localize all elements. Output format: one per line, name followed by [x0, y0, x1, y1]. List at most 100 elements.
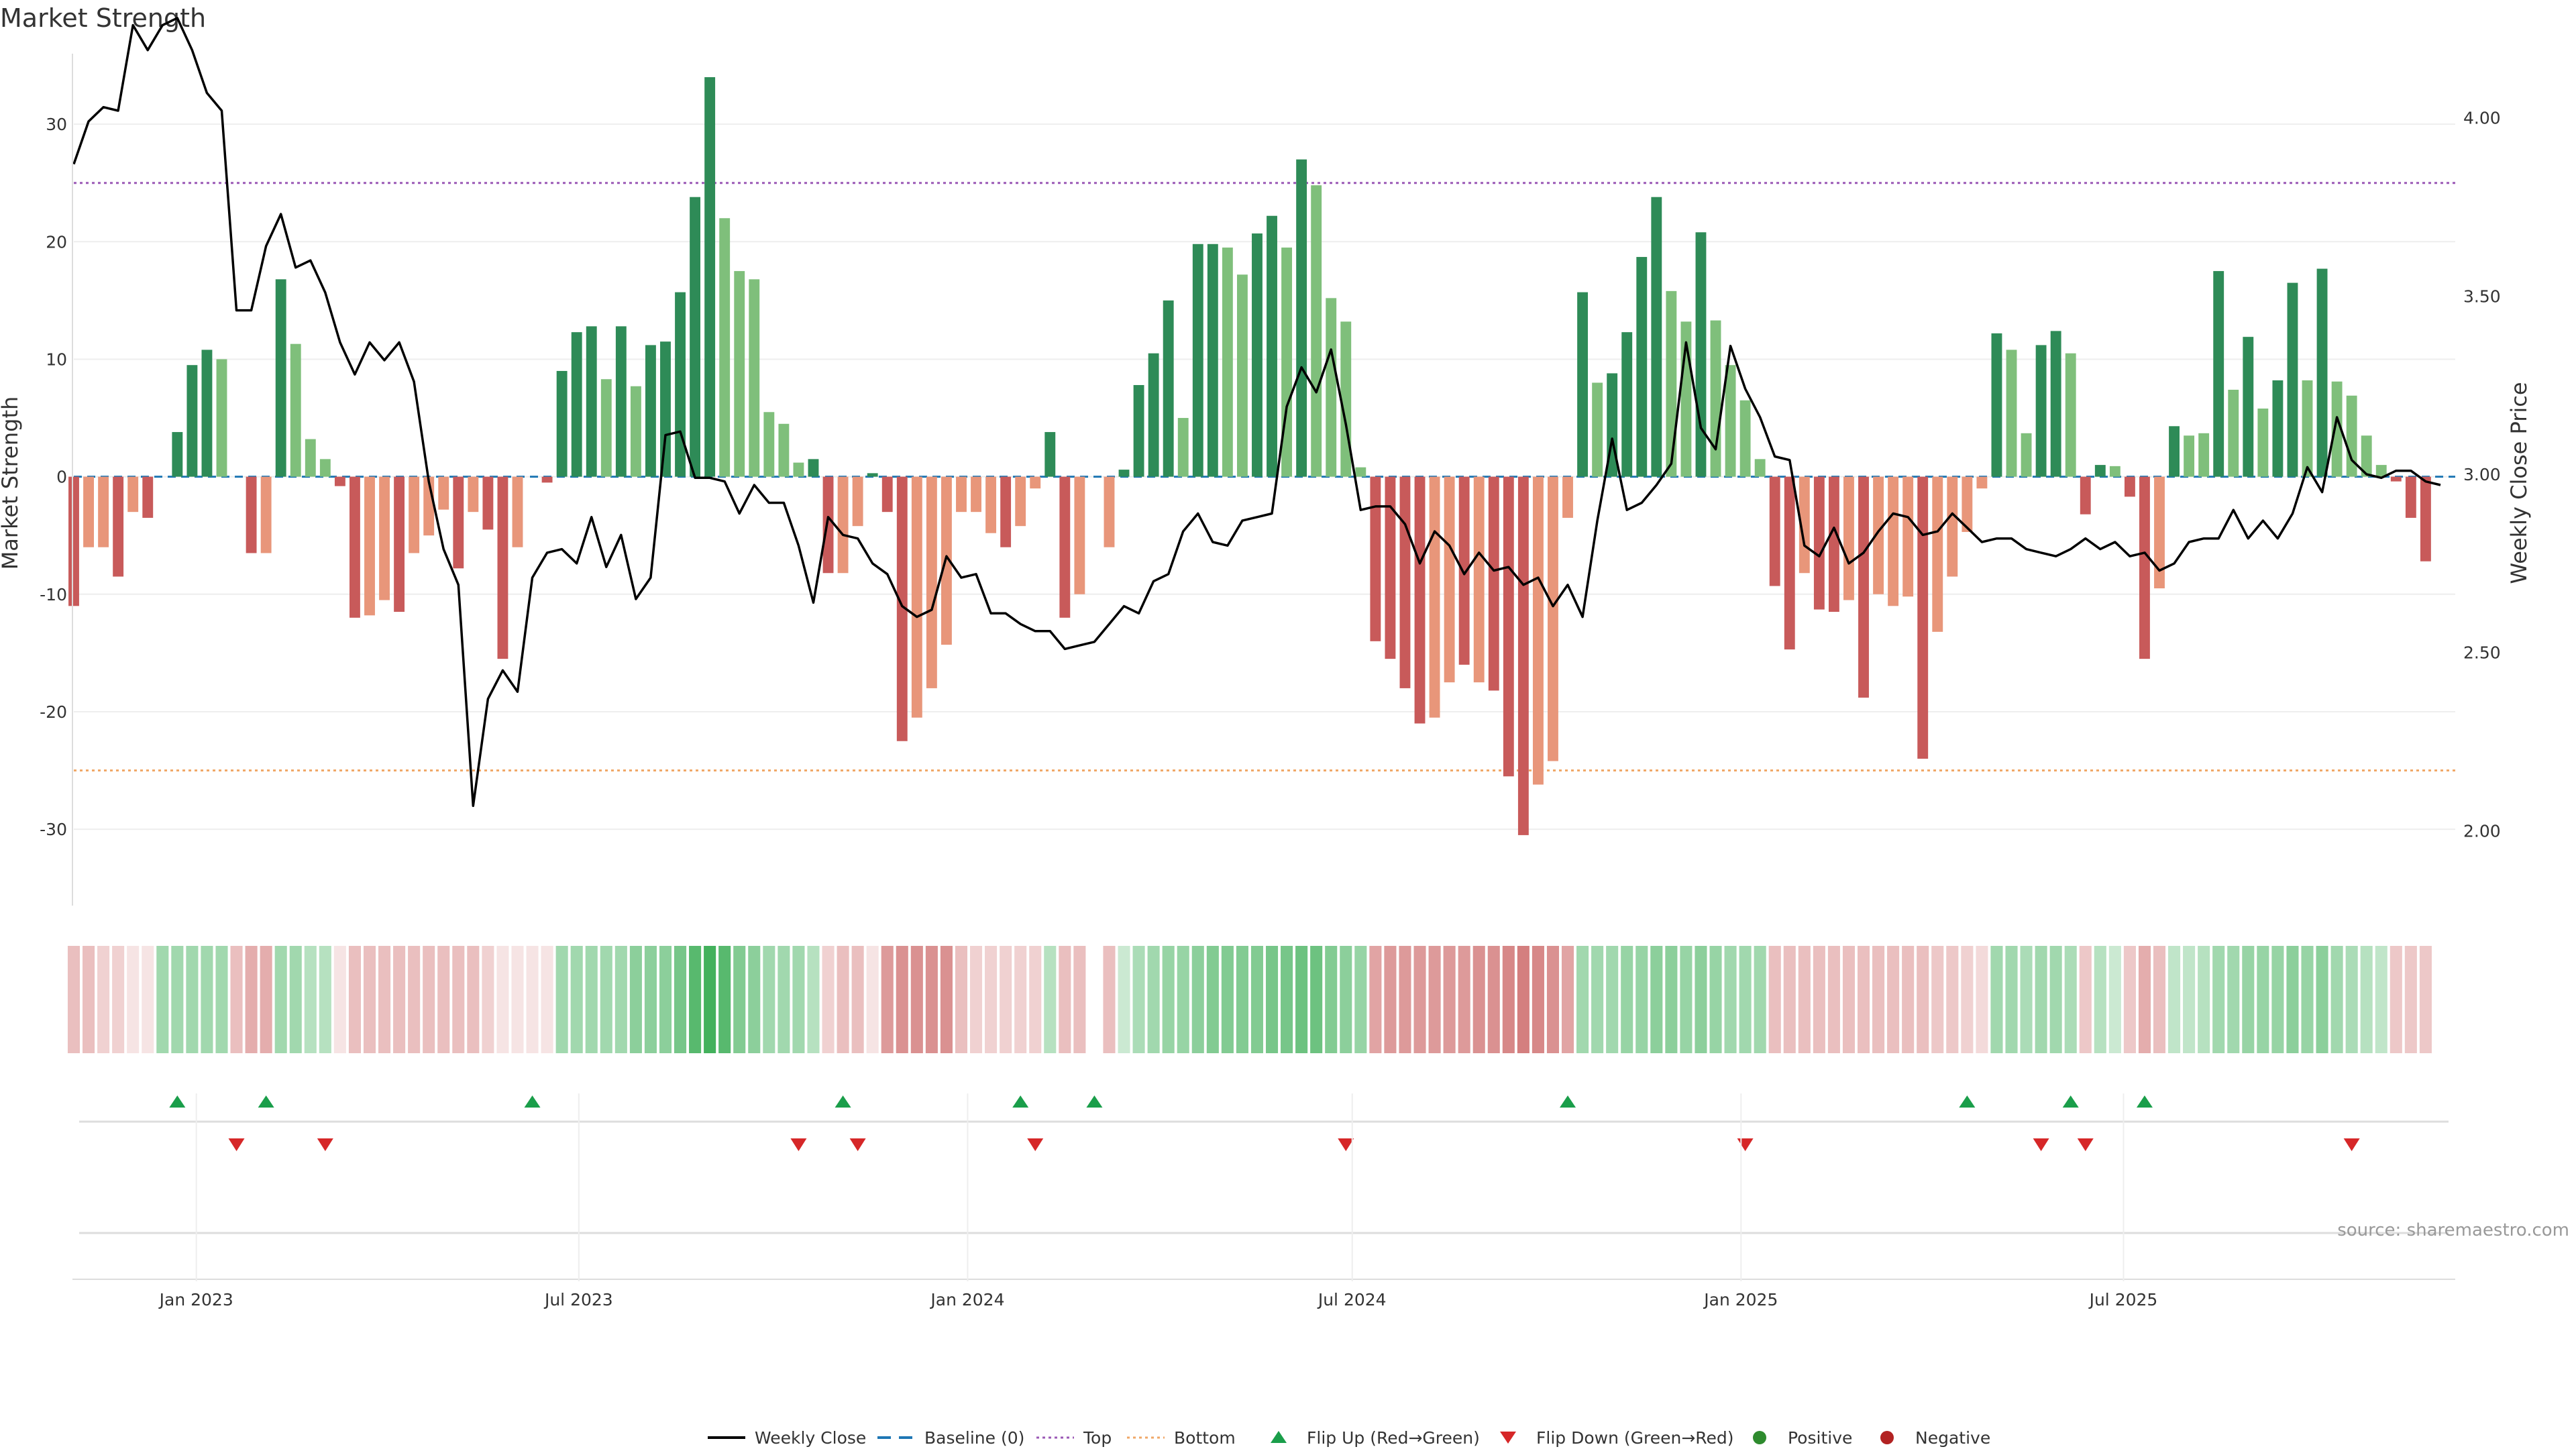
strength-bar: [2331, 381, 2343, 477]
heat-cell: [1132, 946, 1145, 1053]
heat-cell: [1413, 946, 1426, 1053]
flip-down-marker: [1338, 1138, 1354, 1151]
heat-cell: [319, 946, 331, 1053]
strength-bar: [68, 476, 79, 606]
legend-swatch: [1500, 1432, 1516, 1444]
strength-bar: [941, 476, 952, 645]
heat-cell: [2330, 946, 2343, 1053]
heat-cell: [378, 946, 391, 1053]
heat-cell: [1754, 946, 1766, 1053]
strength-bar: [2169, 426, 2180, 477]
heat-cell: [570, 946, 583, 1053]
heat-cell: [2286, 946, 2299, 1053]
strength-bar: [216, 359, 227, 477]
legend-label: Flip Down (Green→Red): [1536, 1428, 1734, 1448]
flip-down-marker: [2343, 1138, 2360, 1151]
left-tick-label: 0: [56, 468, 67, 487]
strength-bar: [1636, 257, 1648, 477]
heat-cell: [1044, 946, 1057, 1053]
heat-strip: [67, 946, 2432, 1053]
legend-item: Flip Up (Red→Green): [1271, 1428, 1480, 1448]
strength-bar: [1340, 321, 1352, 477]
heat-cell: [659, 946, 672, 1053]
strength-bar: [290, 343, 301, 477]
strength-bar: [1888, 476, 1899, 606]
strength-bar: [1133, 384, 1144, 477]
heat-cell: [2271, 946, 2284, 1053]
heat-cell: [1561, 946, 1574, 1053]
strength-bar: [881, 476, 893, 513]
heat-cell: [2360, 946, 2373, 1053]
heat-cell: [1813, 946, 1825, 1053]
legend-label: Flip Up (Red→Green): [1307, 1428, 1480, 1448]
strength-bar: [275, 279, 286, 477]
strength-bar: [2139, 476, 2150, 659]
legend: Weekly Close Baseline (0) Top Bottom Flip Up…: [708, 1428, 1990, 1448]
heat-cell: [1517, 946, 1529, 1053]
heat-cell: [940, 946, 953, 1053]
heat-cell: [452, 946, 465, 1053]
heat-cell: [97, 946, 110, 1053]
heat-cell: [2316, 946, 2328, 1053]
heat-cell: [482, 946, 494, 1053]
heat-cell: [1606, 946, 1619, 1053]
strength-bar: [1222, 248, 1233, 477]
heat-cell: [585, 946, 598, 1053]
left-tick-label: 10: [46, 350, 67, 369]
strength-bar: [1917, 476, 1929, 759]
flip-down-marker: [849, 1138, 866, 1151]
heat-cell: [1931, 946, 1944, 1053]
strength-bar: [1739, 400, 1751, 477]
heat-cell: [2123, 946, 2136, 1053]
heat-cell: [112, 946, 125, 1053]
heat-cell: [837, 946, 849, 1053]
strength-bar: [2124, 476, 2135, 497]
strength-bar: [127, 476, 139, 513]
heat-cell: [1206, 946, 1219, 1053]
strength-bar: [2361, 435, 2372, 477]
heat-cell: [1917, 946, 1929, 1053]
heat-cell: [363, 946, 376, 1053]
source-note: source: sharemaestro.com: [2337, 1220, 2569, 1240]
heat-cell: [393, 946, 406, 1053]
strength-bar: [364, 476, 375, 616]
strength-bar: [2287, 282, 2298, 477]
flip-up-marker: [2062, 1095, 2079, 1108]
heat-cell: [408, 946, 421, 1053]
strength-bar: [1281, 248, 1293, 477]
strength-bar: [541, 476, 553, 483]
heat-cell: [2094, 946, 2106, 1053]
strength-bar: [1414, 476, 1426, 724]
legend-label: Weekly Close: [755, 1428, 866, 1448]
strength-bar: [1858, 476, 1869, 698]
strength-bar: [2198, 433, 2210, 477]
flip-up-marker: [1959, 1095, 1976, 1108]
flip-down-marker: [228, 1138, 245, 1151]
strength-bar: [246, 476, 257, 553]
heat-cell: [437, 946, 450, 1053]
legend-item: Bottom: [1127, 1428, 1236, 1448]
strength-bar: [719, 218, 731, 477]
heat-cell: [186, 946, 199, 1053]
heat-cell: [2419, 946, 2432, 1053]
strength-bar: [2154, 476, 2165, 589]
heat-cell: [2227, 946, 2240, 1053]
strength-bar: [1517, 476, 1529, 835]
heat-cell: [910, 946, 923, 1053]
weekly-close-line: [72, 17, 2441, 807]
legend-label: Negative: [1915, 1428, 1990, 1448]
heat-cell: [1872, 946, 1885, 1053]
x-tick-label: Jul 2023: [543, 1290, 613, 1309]
strength-bar: [2094, 465, 2106, 477]
strength-bar: [1044, 432, 1056, 477]
strength-bar: [956, 476, 967, 513]
heat-cell: [2005, 946, 2018, 1053]
heat-cell: [1369, 946, 1382, 1053]
heat-cell: [969, 946, 983, 1053]
strength-bar: [2405, 476, 2416, 518]
heat-cell: [1546, 946, 1560, 1053]
heat-cell: [1310, 946, 1323, 1053]
heat-cell: [822, 946, 835, 1053]
strength-bar: [1163, 300, 1174, 477]
heat-cell: [1739, 946, 1752, 1053]
